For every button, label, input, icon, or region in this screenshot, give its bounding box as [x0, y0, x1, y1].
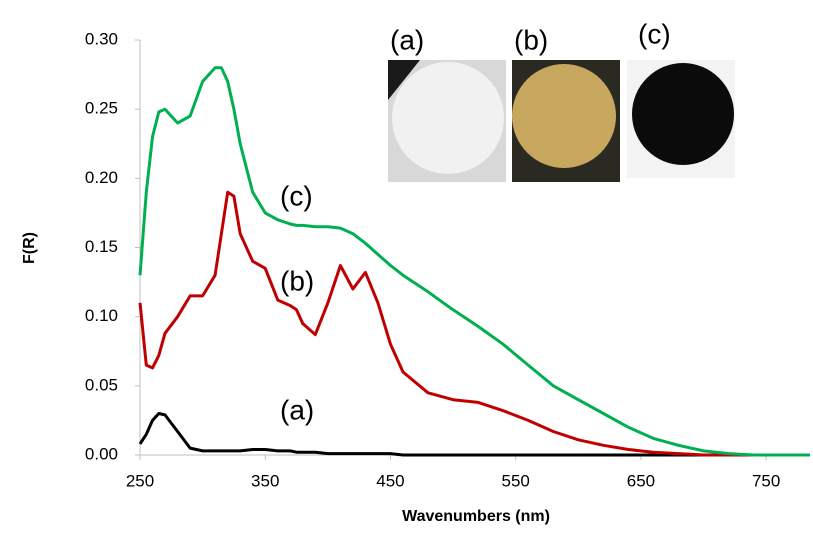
- photo-a-disc: [392, 62, 504, 174]
- curve-label: (b): [280, 265, 314, 296]
- x-tick-label: 450: [376, 471, 404, 490]
- y-tick-label: 0.15: [85, 237, 118, 256]
- inset-label: (a): [390, 24, 424, 55]
- inset-label: (c): [638, 18, 671, 49]
- x-tick-label: 350: [251, 471, 279, 490]
- y-tick-label: 0.00: [85, 444, 118, 463]
- inset-label: (b): [514, 24, 548, 55]
- y-tick-label: 0.20: [85, 168, 118, 187]
- y-tick-label: 0.05: [85, 375, 118, 394]
- x-tick-label: 550: [502, 471, 530, 490]
- series-line: [138, 190, 810, 457]
- curve-label: (a): [280, 394, 314, 425]
- series-line: [138, 66, 810, 457]
- inset-photos: [388, 60, 735, 182]
- photo-c-disc: [632, 63, 734, 165]
- x-tick-label: 650: [627, 471, 655, 490]
- photo-b-disc: [512, 64, 616, 168]
- y-axis-title: F(R): [21, 232, 38, 264]
- y-tick-label: 0.25: [85, 99, 118, 118]
- y-tick-label: 0.30: [85, 29, 118, 48]
- x-axis-title: Wavenumbers (nm): [402, 508, 550, 525]
- series-line: [138, 412, 810, 457]
- x-tick-label: 750: [752, 471, 780, 490]
- curve-label: (c): [280, 180, 313, 211]
- y-tick-label: 0.10: [85, 306, 118, 325]
- x-tick-label: 250: [126, 471, 154, 490]
